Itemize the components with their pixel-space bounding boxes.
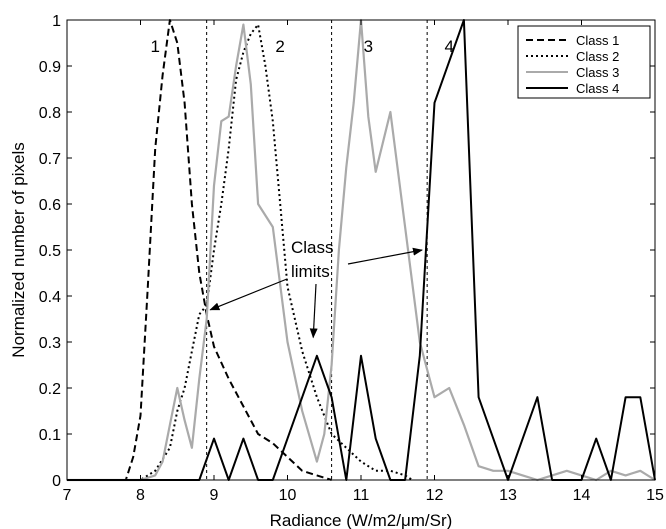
y-tick-label: 1	[52, 13, 61, 30]
legend-box	[517, 25, 651, 99]
series-line-class-3	[67, 18, 656, 482]
axis-ticks: 7 8 9 10 11 12 13 14 1500.10.20.30.40.50.60.70.8…	[39, 13, 664, 504]
region-label: 3	[364, 37, 373, 56]
series-line-class-1	[67, 19, 332, 481]
x-tick-label: 11	[353, 487, 370, 504]
x-axis-title: Radiance (W/m2/μm/Sr)	[270, 511, 453, 529]
y-tick-label: 0.6	[39, 197, 61, 214]
y-tick-label: 0.5	[39, 243, 61, 260]
y-tick-label: 0.2	[39, 381, 61, 398]
x-tick-label: 13	[499, 487, 517, 504]
class-limits-annotation: Class limits	[209, 238, 423, 339]
annotation-arrow	[347, 247, 423, 265]
y-tick-label: 0.7	[39, 151, 61, 168]
region-label: 1	[150, 37, 159, 56]
y-tick-label: 0	[52, 473, 61, 490]
y-tick-label: 0.8	[39, 105, 61, 122]
annotation-line-2: limits	[291, 262, 330, 281]
y-tick-label: 0.3	[39, 335, 61, 352]
legend-label-class-3: Class 3	[576, 65, 619, 80]
series-line-class-2	[67, 23, 413, 481]
annotation-line-1: Class	[291, 238, 334, 257]
annotation-arrows	[209, 247, 423, 339]
x-tick-label: 7	[63, 487, 72, 504]
y-tick-label: 0.4	[39, 289, 61, 306]
x-tick-label: 10	[279, 487, 297, 504]
x-tick-label: 9	[210, 487, 219, 504]
class-limit-lines	[206, 20, 428, 480]
x-tick-label: 14	[573, 487, 591, 504]
region-label: 4	[444, 37, 453, 56]
y-tick-label: 0.1	[39, 427, 61, 444]
legend-label-class-4: Class 4	[576, 81, 619, 96]
y-axis-title: Normalized number of pixels	[9, 142, 28, 357]
x-tick-label: 12	[426, 487, 444, 504]
y-tick-label: 0.9	[39, 59, 61, 76]
x-tick-label: 8	[136, 487, 145, 504]
legend-label-class-1: Class 1	[576, 33, 619, 48]
x-tick-label: 15	[646, 487, 664, 504]
region-labels: 1 2 3 4	[150, 37, 453, 56]
annotation-arrow	[209, 278, 288, 311]
region-label: 2	[275, 37, 284, 56]
annotation-arrow	[309, 283, 318, 339]
legend-label-class-2: Class 2	[576, 49, 619, 64]
